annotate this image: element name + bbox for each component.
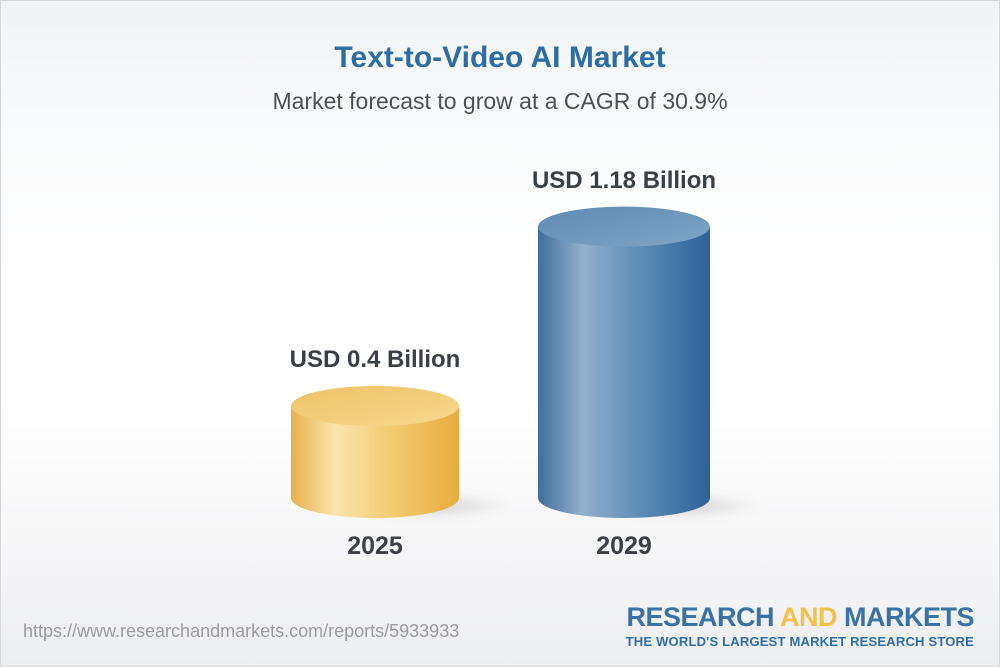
logo-tagline: THE WORLD'S LARGEST MARKET RESEARCH STOR… xyxy=(625,634,974,649)
bar-2029-top xyxy=(538,206,710,247)
logo-wordmark: RESEARCH AND MARKETS xyxy=(626,604,974,631)
category-label-2025: 2025 xyxy=(347,532,403,560)
report-url-link[interactable]: https://www.researchandmarkets.com/repor… xyxy=(23,621,460,641)
chart-subtitle: Market forecast to grow at a CAGR of 30.… xyxy=(272,88,728,114)
bar-2029-growth-body xyxy=(538,226,710,518)
research-and-markets-logo[interactable]: RESEARCH AND MARKETS THE WORLD'S LARGEST… xyxy=(625,604,975,649)
logo-word-research: RESEARCH xyxy=(626,602,774,632)
logo-word-markets: MARKETS xyxy=(844,602,975,632)
value-label-2025: USD 0.4 Billion xyxy=(289,346,461,373)
bar-2025-top xyxy=(291,386,459,426)
category-label-2029: 2029 xyxy=(596,532,652,560)
bar-2025-base-body xyxy=(291,406,459,518)
value-label-2029: USD 1.18 Billion xyxy=(531,166,717,194)
logo-word-and: AND xyxy=(779,602,838,632)
chart-title: Text-to-Video AI Market xyxy=(334,41,666,74)
